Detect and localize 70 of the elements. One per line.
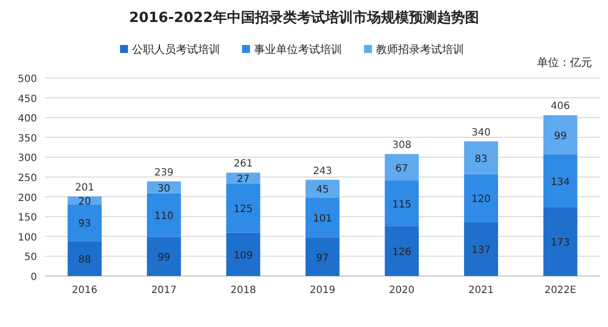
data-label: 20 <box>78 196 92 208</box>
data-label: 125 <box>234 204 253 216</box>
total-label: 340 <box>472 127 491 138</box>
text: 单位：亿元 <box>537 56 592 69</box>
y-tick-label: 350 <box>18 133 37 144</box>
x-tick-label: 2019 <box>310 285 336 296</box>
bar <box>306 198 340 238</box>
y-tick-label: 500 <box>18 74 37 85</box>
y-tick-label: 400 <box>18 114 37 125</box>
data-label: 99 <box>158 252 170 264</box>
data-label: 109 <box>234 250 253 262</box>
data-label: 27 <box>236 174 250 185</box>
data-label: 99 <box>554 130 567 142</box>
data-label: 115 <box>392 199 412 210</box>
total-label: 308 <box>392 140 412 152</box>
y-tick-label: 0 <box>30 272 37 283</box>
data-label: 30 <box>158 183 170 194</box>
y-tick-label: 50 <box>24 252 37 264</box>
data-label: 83 <box>474 154 488 165</box>
legend-label: 公职人员考试培训 <box>132 43 220 56</box>
total-label: 201 <box>75 182 94 194</box>
data-label: 126 <box>392 247 412 258</box>
y-tick-label: 250 <box>18 173 37 184</box>
legend-label: 事业单位考试培训 <box>254 43 342 56</box>
x-tick-label: 2017 <box>151 285 177 296</box>
bar <box>543 154 578 208</box>
bar <box>464 174 498 222</box>
bar <box>306 238 340 276</box>
bar <box>543 115 578 154</box>
data-label: 45 <box>316 184 329 196</box>
data-label: 97 <box>316 252 329 264</box>
bar <box>68 241 102 276</box>
bar <box>384 154 419 181</box>
bar <box>384 180 419 226</box>
total-label: 261 <box>234 158 253 170</box>
total-label: 406 <box>550 101 570 112</box>
data-label: 173 <box>550 238 570 249</box>
data-label: 120 <box>472 194 491 205</box>
x-tick-label: 2016 <box>72 285 98 296</box>
data-label: 67 <box>395 163 408 174</box>
bar <box>464 141 498 174</box>
bar <box>226 232 260 276</box>
bar <box>306 180 340 198</box>
data-label: 110 <box>154 211 174 222</box>
bar <box>226 183 260 233</box>
x-tick-label: 2020 <box>389 285 415 296</box>
data-label: 101 <box>312 214 332 225</box>
y-tick-label: 200 <box>18 192 37 204</box>
y-tick-label: 300 <box>18 153 37 164</box>
data-label: 137 <box>472 244 491 256</box>
bar <box>146 193 181 237</box>
total-label: 239 <box>154 167 174 178</box>
legend-label: 教师招录考试培训 <box>376 43 464 56</box>
bar <box>68 204 102 242</box>
x-tick-label: 2018 <box>230 285 256 296</box>
data-label: 93 <box>78 218 92 230</box>
x-tick-label: 2021 <box>468 285 494 296</box>
bar <box>226 172 260 184</box>
bar <box>543 207 578 276</box>
y-tick-label: 100 <box>18 232 37 244</box>
bar <box>146 236 181 276</box>
bar <box>384 226 419 276</box>
bar <box>464 222 498 276</box>
data-label: 134 <box>550 176 570 188</box>
y-tick-label: 450 <box>18 94 37 105</box>
x-tick-label: 2022E <box>544 285 576 296</box>
total-label: 243 <box>312 166 332 177</box>
data-label: 88 <box>78 254 92 266</box>
chart-title: 2016-2022年中国招录类考试培训市场规模预测趋势图 <box>129 9 479 26</box>
y-tick-label: 150 <box>18 212 37 224</box>
